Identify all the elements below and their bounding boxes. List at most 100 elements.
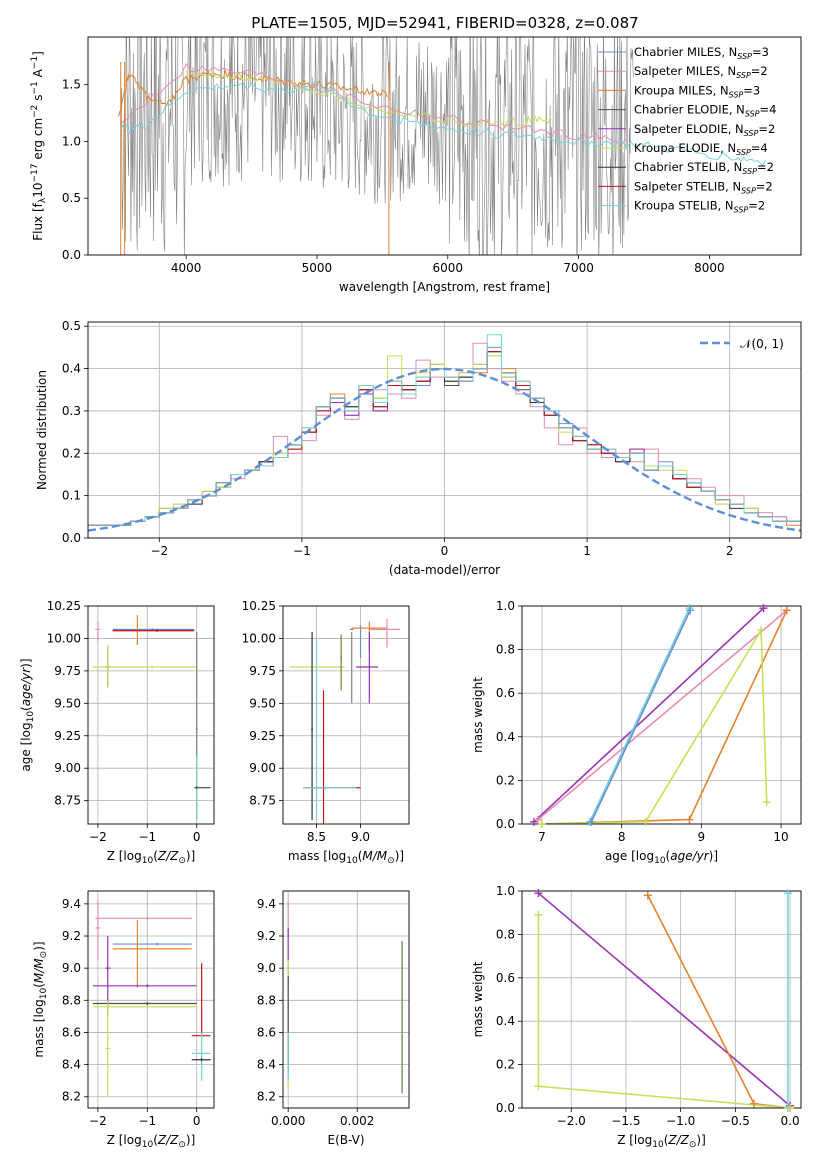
weight-marker — [641, 817, 650, 826]
y-axis-label: Normed distribution — [35, 370, 49, 490]
model-spectrum-line — [120, 63, 628, 146]
label-part: =3 — [743, 83, 760, 97]
weight-line — [537, 609, 788, 821]
label-part: )] — [186, 849, 195, 863]
label-part: Z [log — [107, 849, 142, 863]
y-tick-label: 9.50 — [54, 696, 81, 710]
axes-frame: −2 −1 08.28.48.68.89.09.29.4Z [log10(Z/Z⊙)… — [32, 890, 215, 1150]
label-part: 10 — [652, 1140, 664, 1150]
label-part: Chabrier MILES, N — [634, 45, 737, 59]
x-tick-label: 9 — [698, 830, 706, 844]
weight-line — [590, 610, 691, 823]
y-tick-label: 9.2 — [62, 929, 81, 943]
y-tick-label: 8.75 — [249, 794, 276, 808]
label-part: ( — [32, 983, 46, 988]
label-part: SSP — [734, 206, 749, 215]
mass-vs-extinction-panel: 0.000 0.002 8.2 8.4 8.6 8.8 9.0 9.2 9.4 E(B-V) — [257, 890, 410, 1147]
label-part: =2 — [748, 199, 765, 213]
x-axis-label: (data-model)/error — [389, 563, 500, 577]
label-part: 10 — [346, 856, 358, 866]
label-part: Salpeter STELIB, N — [634, 179, 741, 193]
label-part: =2 — [758, 122, 775, 136]
x-tick-label: 8000 — [694, 261, 725, 275]
axes-frame: 0.000 0.002 8.2 8.4 8.6 8.8 9.0 9.2 9.4 E(B-V) — [257, 890, 410, 1147]
y-tick-label: 9.0 — [62, 961, 81, 975]
weight-marker — [686, 606, 695, 615]
x-tick-label: 2 — [726, 544, 734, 558]
y-tick-label: 0.6 — [496, 686, 515, 700]
plot-area — [537, 892, 791, 1108]
label-part: =4 — [760, 103, 777, 117]
axes-frame: 8.5 9.0 8.75 9.00 9.25 9.50 9.75 10.00 10.25 mass… — [242, 599, 410, 866]
label-part: )] — [709, 849, 718, 863]
x-tick-label: −1 — [138, 1114, 156, 1128]
y-tick-label: 8.4 — [62, 1058, 81, 1072]
weight-marker — [685, 815, 694, 824]
y-axis-label: Flux [fλ10−17 erg cm−2 s−1 A−1] — [30, 51, 48, 241]
model-spectrum-line — [185, 71, 551, 128]
x-axis-label: Z [log10(Z/Z⊙)] — [617, 1133, 706, 1150]
label-part: 10 — [26, 711, 36, 723]
y-tick-label: 0.8 — [496, 643, 515, 657]
weight-line — [541, 627, 768, 824]
x-tick-label: 8.5 — [307, 830, 326, 844]
y-tick-label: 8.8 — [257, 993, 276, 1007]
label-part: A — [31, 68, 45, 81]
label-part: =2 — [751, 64, 768, 78]
y-tick-label: 0.2 — [62, 446, 81, 460]
y-tick-label: 1.0 — [496, 884, 515, 898]
label-part: ⊙ — [387, 856, 395, 866]
label-part: =2 — [757, 160, 774, 174]
weight-marker — [534, 1082, 543, 1091]
y-tick-label: 0.0 — [62, 248, 81, 262]
y-tick-label: 9.4 — [257, 897, 276, 911]
x-tick-label: 0.0 — [781, 1114, 800, 1128]
label-part: −2 — [30, 105, 40, 118]
plot-area — [533, 607, 788, 824]
legend-label: Kroupa STELIB, NSSP=2 — [634, 199, 765, 215]
y-tick-label: 0.4 — [496, 730, 515, 744]
label-part: age/yr — [670, 849, 709, 863]
label-part: ] — [31, 51, 45, 56]
axes-frame: −2 −1 0 8.75 9.00 9.25 9.50 9.75 10.00 10.25 Z [lo… — [19, 599, 215, 866]
legend-label: Kroupa MILES, NSSP=3 — [634, 83, 760, 99]
label-part: −17 — [30, 164, 40, 183]
weight-marker — [759, 604, 768, 613]
x-tick-label: 0 — [441, 544, 449, 558]
y-tick-label: 9.50 — [249, 696, 276, 710]
axes-border — [282, 605, 410, 825]
x-axis-label: Z [log10(Z/Z⊙)] — [107, 849, 196, 866]
x-tick-label: 8 — [618, 830, 626, 844]
spectrum-panel: 4000 5000 6000 7000 8000 0.0 0.5 1.0 1.5 waveleng… — [30, 36, 802, 294]
y-tick-label: 0.1 — [62, 489, 81, 503]
y-tick-label: 10.00 — [242, 631, 276, 645]
y-tick-label: 8.4 — [257, 1058, 276, 1072]
label-part: mass [log — [288, 849, 346, 863]
label-part: age/yr — [19, 667, 33, 706]
x-tick-label: −2 — [89, 1114, 107, 1128]
plot-area — [92, 900, 211, 1097]
x-tick-label: −0.5 — [721, 1114, 750, 1128]
weight-marker — [783, 889, 792, 898]
model-spectrum-line — [117, 69, 388, 117]
x-tick-label: 7 — [538, 830, 546, 844]
y-tick-label: 0.6 — [496, 971, 515, 985]
label-part: ( — [664, 1133, 669, 1147]
y-tick-label: 0.4 — [496, 1014, 515, 1028]
legend-label: Chabrier STELIB, NSSP=2 — [634, 160, 774, 176]
label-part: 10 — [142, 1140, 154, 1150]
y-tick-label: 8.2 — [62, 1090, 81, 1104]
y-tick-label: 1.0 — [496, 599, 515, 613]
weight-line — [537, 914, 791, 1108]
weight-marker — [534, 889, 543, 898]
weight-marker — [782, 606, 791, 615]
label-part: )] — [19, 658, 33, 667]
x-tick-label: −2 — [150, 544, 168, 558]
y-tick-label: 0.5 — [62, 191, 81, 205]
x-tick-label: 0 — [193, 1114, 201, 1128]
y-tick-label: 10.25 — [47, 599, 81, 613]
x-axis-label: wavelength [Angstrom, rest frame] — [339, 280, 550, 294]
label-part: M/M — [32, 958, 46, 983]
axes-frame: 4000 5000 6000 7000 8000 0.0 0.5 1.0 1.5 waveleng… — [30, 36, 802, 294]
